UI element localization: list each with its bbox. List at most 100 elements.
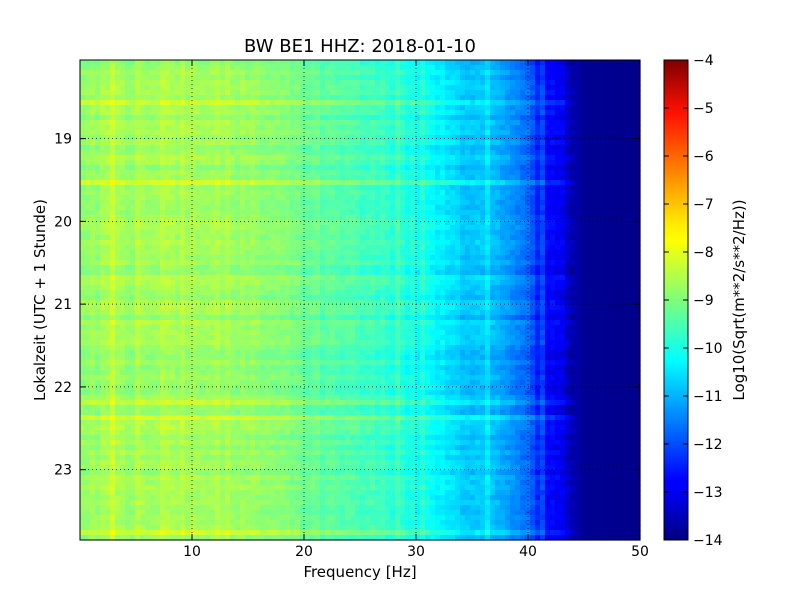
- heatmap-cell: [535, 70, 541, 76]
- heatmap-cell: [230, 105, 236, 111]
- heatmap-cell: [380, 145, 386, 151]
- heatmap-cell: [200, 280, 206, 286]
- heatmap-cell: [470, 225, 476, 231]
- heatmap-cell: [110, 260, 116, 266]
- heatmap-cell: [210, 180, 216, 186]
- heatmap-cell: [485, 250, 491, 256]
- heatmap-cell: [160, 245, 166, 251]
- heatmap-cell: [125, 225, 131, 231]
- heatmap-cell: [580, 135, 586, 141]
- heatmap-cell: [235, 150, 241, 156]
- heatmap-cell: [630, 200, 636, 206]
- heatmap-cell: [510, 165, 516, 171]
- heatmap-cell: [445, 200, 451, 206]
- heatmap-cell: [80, 125, 86, 131]
- heatmap-cell: [595, 115, 601, 121]
- heatmap-cell: [335, 240, 341, 246]
- heatmap-cell: [370, 155, 376, 161]
- heatmap-cell: [295, 210, 301, 216]
- heatmap-cell: [430, 250, 436, 256]
- heatmap-cell: [375, 140, 381, 146]
- heatmap-cell: [460, 265, 466, 271]
- heatmap-cell: [165, 110, 171, 116]
- heatmap-cell: [620, 250, 626, 256]
- heatmap-cell: [240, 175, 246, 181]
- heatmap-cell: [185, 270, 191, 276]
- heatmap-cell: [415, 105, 421, 111]
- heatmap-cell: [435, 70, 441, 76]
- heatmap-cell: [610, 90, 616, 96]
- heatmap-cell: [405, 270, 411, 276]
- heatmap-cell: [155, 210, 161, 216]
- heatmap-cell: [485, 180, 491, 186]
- heatmap-cell: [405, 155, 411, 161]
- heatmap-cell: [425, 135, 431, 141]
- heatmap-cell: [485, 125, 491, 131]
- heatmap-cell: [325, 115, 331, 121]
- heatmap-cell: [140, 230, 146, 236]
- heatmap-cell: [130, 105, 136, 111]
- heatmap-cell: [545, 70, 551, 76]
- heatmap-cell: [575, 200, 581, 206]
- heatmap-cell: [365, 130, 371, 136]
- heatmap-cell: [580, 250, 586, 256]
- heatmap-cell: [315, 210, 321, 216]
- heatmap-cell: [200, 205, 206, 211]
- heatmap-cell: [505, 185, 511, 191]
- heatmap-cell: [295, 115, 301, 121]
- heatmap-cell: [315, 200, 321, 206]
- heatmap-cell: [275, 270, 281, 276]
- heatmap-cell: [260, 225, 266, 231]
- heatmap-cell: [85, 85, 91, 91]
- heatmap-cell: [535, 250, 541, 256]
- heatmap-cell: [420, 185, 426, 191]
- heatmap-cell: [425, 150, 431, 156]
- heatmap-cell: [465, 260, 471, 266]
- heatmap-cell: [465, 240, 471, 246]
- heatmap-cell: [610, 105, 616, 111]
- heatmap-cell: [435, 185, 441, 191]
- heatmap-cell: [200, 115, 206, 121]
- heatmap-cell: [620, 75, 626, 81]
- heatmap-cell: [230, 250, 236, 256]
- heatmap-cell: [310, 175, 316, 181]
- heatmap-cell: [360, 140, 366, 146]
- heatmap-cell: [230, 225, 236, 231]
- heatmap-cell: [125, 135, 131, 141]
- heatmap-cell: [150, 240, 156, 246]
- heatmap-cell: [275, 175, 281, 181]
- heatmap-cell: [615, 240, 621, 246]
- heatmap-cell: [400, 170, 406, 176]
- heatmap-cell: [400, 130, 406, 136]
- heatmap-cell: [280, 205, 286, 211]
- heatmap-cell: [595, 125, 601, 131]
- heatmap-cell: [390, 225, 396, 231]
- heatmap-cell: [540, 165, 546, 171]
- heatmap-cell: [410, 245, 416, 251]
- heatmap-cell: [495, 220, 501, 226]
- heatmap-cell: [610, 60, 616, 66]
- heatmap-cell: [275, 70, 281, 76]
- heatmap-cell: [230, 115, 236, 121]
- heatmap-cell: [415, 110, 421, 116]
- heatmap-cell: [580, 115, 586, 121]
- heatmap-cell: [550, 195, 556, 201]
- heatmap-cell: [125, 170, 131, 176]
- heatmap-cell: [185, 115, 191, 121]
- heatmap-cell: [160, 110, 166, 116]
- heatmap-cell: [155, 235, 161, 241]
- heatmap-cell: [375, 240, 381, 246]
- heatmap-cell: [505, 270, 511, 276]
- heatmap-cell: [225, 120, 231, 126]
- heatmap-cell: [620, 245, 626, 251]
- heatmap-cell: [195, 65, 201, 71]
- heatmap-cell: [345, 170, 351, 176]
- heatmap-cell: [130, 215, 136, 221]
- heatmap-cell: [370, 80, 376, 86]
- heatmap-cell: [190, 140, 196, 146]
- heatmap-cell: [365, 250, 371, 256]
- heatmap-cell: [520, 245, 526, 251]
- heatmap-cell: [410, 210, 416, 216]
- heatmap-cell: [280, 160, 286, 166]
- heatmap-cell: [290, 225, 296, 231]
